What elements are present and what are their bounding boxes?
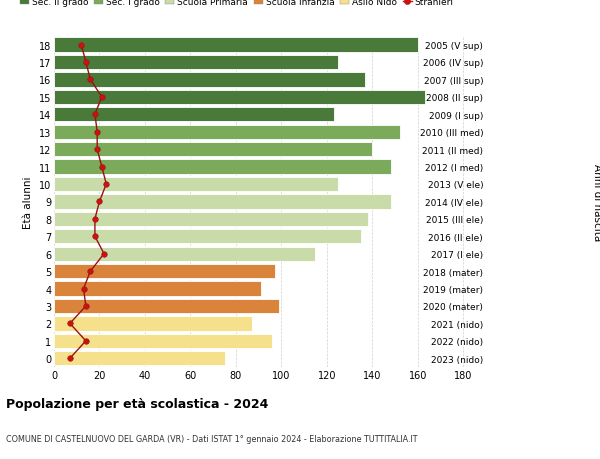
- Bar: [54, 212, 368, 226]
- Bar: [54, 143, 373, 157]
- Text: Popolazione per età scolastica - 2024: Popolazione per età scolastica - 2024: [6, 397, 268, 410]
- Bar: [54, 38, 418, 52]
- Point: [99, 251, 109, 258]
- Bar: [54, 230, 361, 244]
- Point: [79, 285, 88, 292]
- Point: [81, 302, 91, 310]
- Bar: [54, 90, 425, 105]
- Point: [76, 42, 86, 49]
- Bar: [54, 334, 272, 348]
- Bar: [54, 160, 391, 174]
- Point: [95, 198, 104, 206]
- Point: [92, 129, 102, 136]
- Point: [92, 146, 102, 153]
- Point: [97, 163, 107, 171]
- Bar: [54, 125, 400, 140]
- Bar: [54, 56, 338, 70]
- Point: [65, 355, 75, 362]
- Bar: [54, 282, 261, 296]
- Point: [86, 77, 95, 84]
- Point: [90, 216, 100, 223]
- Point: [90, 233, 100, 241]
- Text: Anni di nascita: Anni di nascita: [592, 163, 600, 241]
- Bar: [54, 195, 391, 209]
- Bar: [54, 73, 365, 87]
- Legend: Sec. II grado, Sec. I grado, Scuola Primaria, Scuola Infanzia, Asilo Nido, Stran: Sec. II grado, Sec. I grado, Scuola Prim…: [20, 0, 454, 7]
- Bar: [54, 317, 252, 331]
- Point: [86, 268, 95, 275]
- Bar: [54, 247, 316, 261]
- Point: [90, 112, 100, 119]
- Bar: [54, 299, 279, 313]
- Text: COMUNE DI CASTELNUOVO DEL GARDA (VR) - Dati ISTAT 1° gennaio 2024 - Elaborazione: COMUNE DI CASTELNUOVO DEL GARDA (VR) - D…: [6, 434, 418, 443]
- Bar: [54, 178, 338, 192]
- Y-axis label: Età alunni: Età alunni: [23, 176, 33, 228]
- Point: [97, 94, 107, 101]
- Point: [101, 181, 111, 188]
- Bar: [54, 264, 275, 279]
- Point: [81, 59, 91, 67]
- Bar: [54, 108, 334, 122]
- Point: [65, 320, 75, 327]
- Point: [81, 337, 91, 345]
- Bar: [54, 352, 224, 366]
